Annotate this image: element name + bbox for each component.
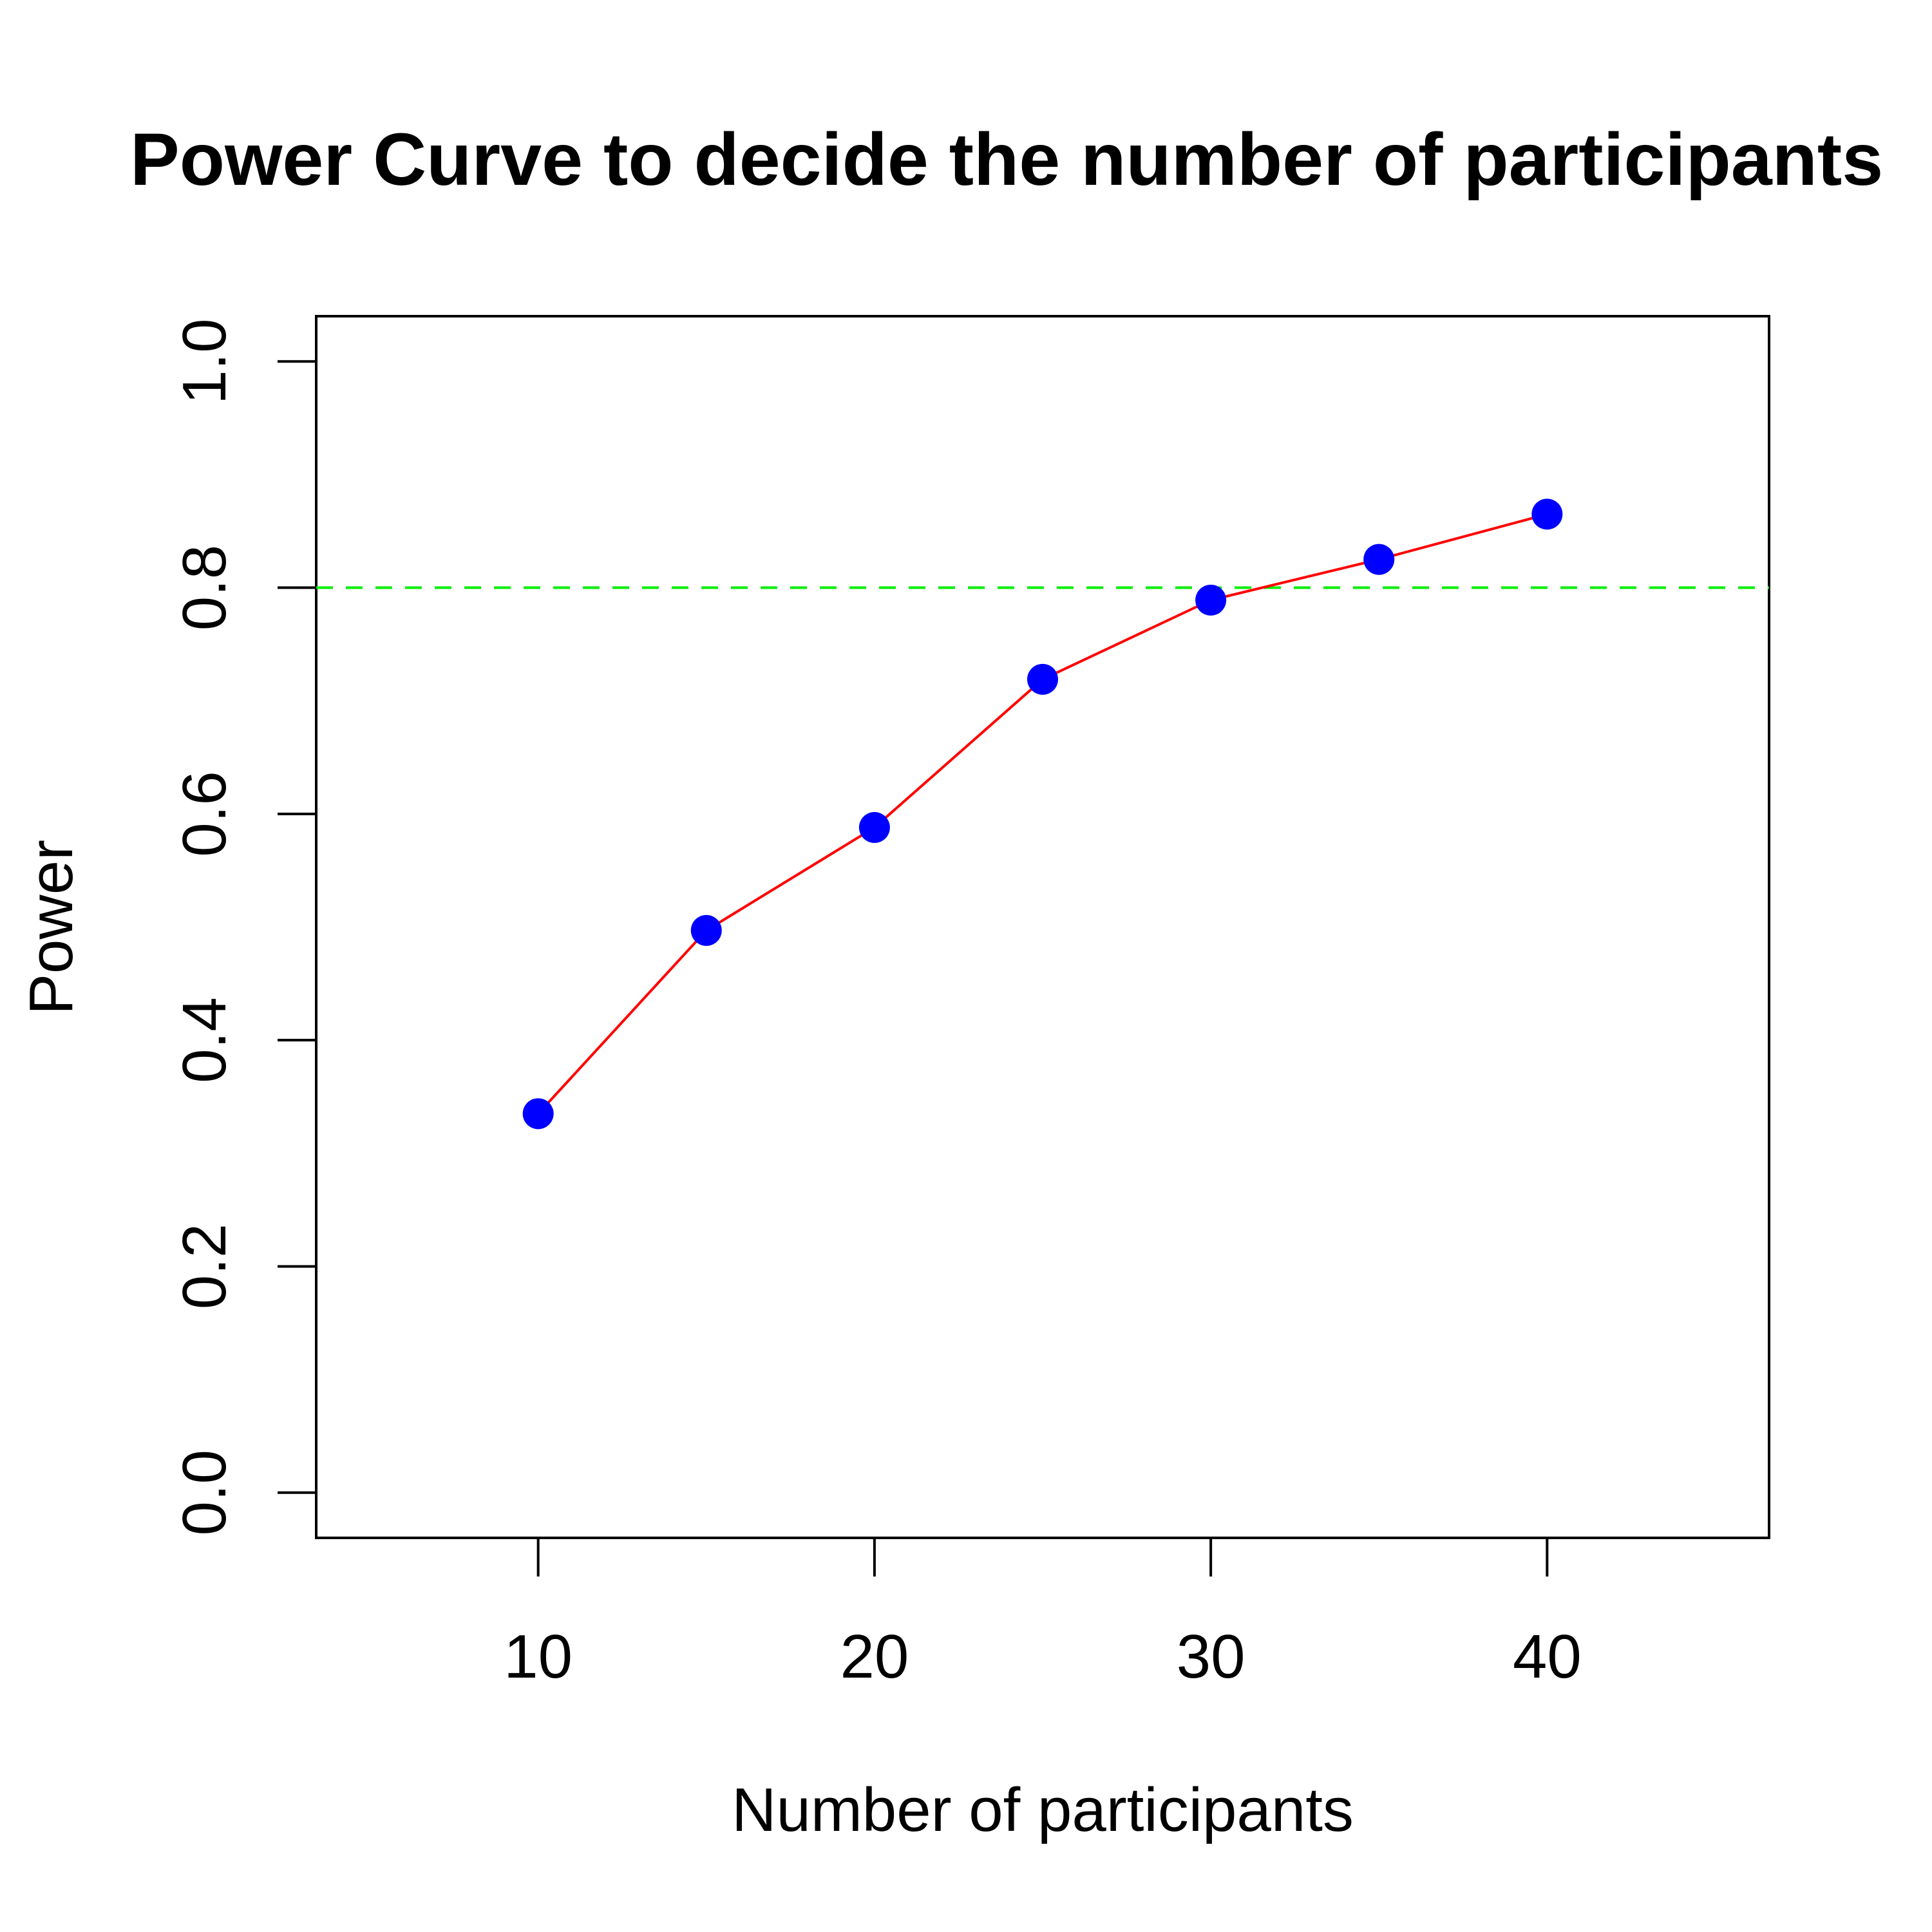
- x-axis: 10 20 30 40: [504, 1537, 1582, 1691]
- data-point: [1195, 584, 1227, 616]
- y-tick-label: 0.4: [170, 997, 239, 1083]
- data-point: [1363, 544, 1395, 575]
- y-tick-label: 0.2: [170, 1224, 239, 1309]
- power-series-line: [537, 513, 1548, 1115]
- x-tick-label: 10: [504, 1622, 573, 1691]
- y-axis: 0.0 0.2 0.4 0.6 0.8 1.0: [170, 319, 317, 1535]
- y-axis-title: Power: [17, 840, 86, 1015]
- data-point: [1531, 498, 1563, 530]
- y-tick-label: 0.6: [170, 771, 239, 857]
- x-tick-label: 30: [1177, 1622, 1245, 1691]
- x-axis-title: Number of participants: [732, 1776, 1354, 1844]
- chart-title: Power Curve to decide the number of part…: [130, 118, 1883, 201]
- data-point: [690, 914, 722, 946]
- y-tick-label: 1.0: [170, 319, 239, 404]
- power-series-points: [522, 498, 1563, 1130]
- data-point: [1027, 663, 1058, 695]
- data-point: [858, 811, 890, 843]
- y-tick-label: 0.0: [170, 1450, 239, 1535]
- y-tick-label: 0.8: [170, 545, 239, 630]
- data-point: [522, 1098, 554, 1130]
- x-tick-label: 40: [1513, 1622, 1582, 1691]
- x-tick-label: 20: [840, 1622, 909, 1691]
